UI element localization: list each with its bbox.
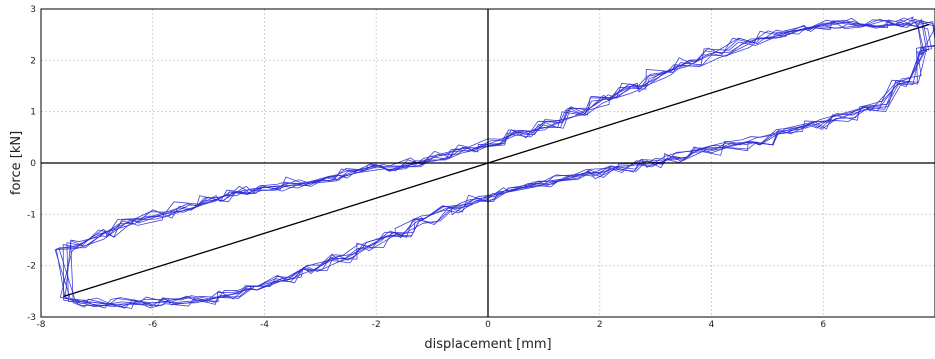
y-tick-label: -3: [27, 313, 36, 323]
y-tick-labels: -3 -2 -1 0 1 2 3: [27, 5, 36, 323]
x-tick-label: -2: [372, 320, 381, 330]
x-tick-labels: -8 -6 -4 -2 0 2 4 6: [37, 320, 827, 330]
x-tick-label: 4: [709, 320, 715, 330]
y-axis-label: force [kN]: [9, 131, 24, 195]
y-tick-label: 3: [30, 5, 36, 15]
y-tick-label: -1: [27, 210, 36, 220]
y-tick-label: 2: [30, 56, 36, 66]
y-tick-label: -2: [27, 262, 36, 272]
x-tick-label: 0: [485, 320, 491, 330]
x-tick-label: -4: [260, 320, 269, 330]
plot-frame: [40, 8, 935, 318]
hysteresis-loops: [54, 16, 935, 309]
zero-axes: [41, 9, 935, 317]
x-tick-label: 6: [820, 320, 826, 330]
x-tick-label: 2: [597, 320, 603, 330]
x-tick-label: -8: [37, 320, 46, 330]
y-tick-label: 1: [30, 108, 36, 118]
x-tick-label: -6: [148, 320, 157, 330]
hysteresis-cycle-line: [58, 16, 935, 309]
x-axis-label: displacement [mm]: [424, 337, 551, 352]
hysteresis-cycle-line: [70, 19, 933, 308]
secant-line-group: [63, 23, 930, 298]
y-tick-label: 0: [30, 159, 36, 169]
secant-line: [63, 23, 930, 298]
